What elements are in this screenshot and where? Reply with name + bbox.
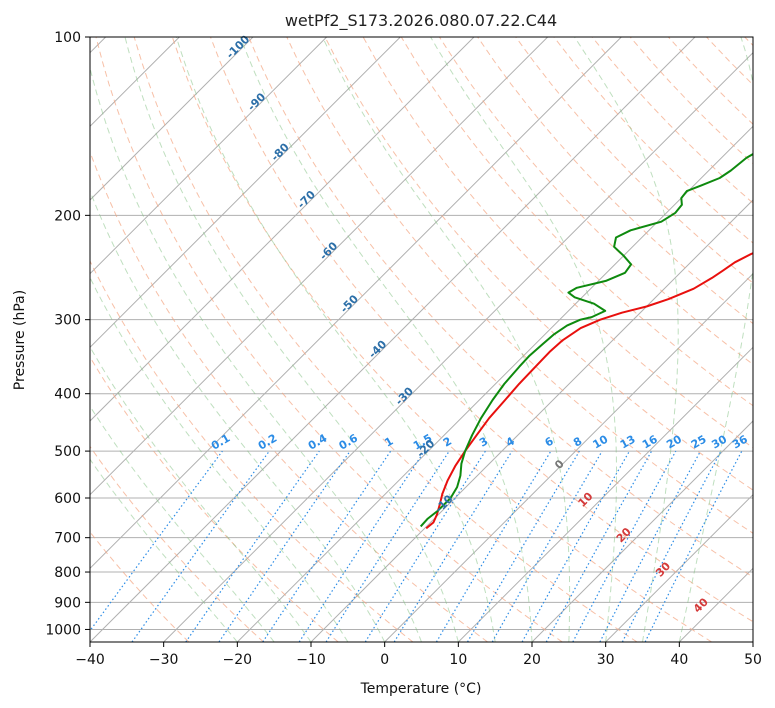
moist-adiabat: [90, 345, 312, 642]
isotherm: [531, 420, 753, 642]
y-tick-label: 100: [54, 30, 81, 46]
isotherm: [90, 37, 328, 275]
moist-adiabat: [90, 458, 238, 642]
isotherm: [384, 272, 753, 642]
moist-adiabat: [430, 37, 617, 642]
x-tick-label: 40: [670, 652, 688, 668]
y-tick-label: 800: [54, 565, 81, 581]
dry-adiabat: [248, 37, 753, 578]
isotherm: [163, 51, 753, 642]
y-tick-label: 900: [54, 595, 81, 611]
y-tick-label: 400: [54, 387, 81, 403]
dry-adiabat: [90, 356, 339, 642]
y-axis-ticks: 100 200 300 400 500 600 700 800 900 1000: [45, 30, 90, 638]
moist-adiabat: [322, 37, 571, 642]
chart-title: wetPf2_S173.2026.080.07.22.C44: [285, 11, 557, 31]
dry-adiabat: [90, 259, 414, 642]
x-axis-ticks: −40 −30 −20 −10 0 10 20 30 40 50: [75, 642, 762, 668]
x-axis-label: Temperature (°C): [360, 681, 482, 697]
x-tick-label: 50: [744, 652, 762, 668]
mixing-ratio-line: [262, 450, 392, 642]
isotherm: [236, 125, 753, 642]
x-tick-label: 30: [597, 652, 615, 668]
y-tick-label: 1000: [45, 622, 81, 638]
isotherm: [90, 37, 254, 201]
dry-adiabat: [133, 37, 638, 642]
y-tick-label: 200: [54, 208, 81, 224]
mixing-ratio-line: [90, 450, 223, 632]
moist-adiabat: [239, 37, 533, 642]
y-tick-label: 600: [54, 491, 81, 507]
mixing-ratio-line: [393, 450, 513, 642]
moist-adiabat: [90, 65, 422, 642]
series-dewpoint: [419, 152, 753, 528]
isotherm: [605, 493, 753, 642]
moist-adiabat: [678, 37, 753, 642]
dry-adiabat: [286, 37, 753, 534]
moist-adiabat: [90, 276, 349, 642]
x-tick-label: −30: [149, 652, 179, 668]
dry-adiabat: [515, 37, 753, 284]
dry-adiabat: [95, 37, 563, 642]
moist-adiabat: [574, 37, 679, 642]
x-tick-label: 20: [523, 652, 541, 668]
dry-adiabat: [171, 37, 712, 642]
x-tick-label: −10: [296, 652, 326, 668]
mixing-ratio-line: [218, 450, 351, 642]
y-tick-label: 500: [54, 444, 81, 460]
isotherm: [90, 37, 401, 349]
mixing-ratio-line: [185, 450, 320, 642]
mixing-ratio-line: [545, 450, 653, 642]
moist-adiabat: [90, 189, 386, 642]
x-tick-label: −20: [223, 652, 253, 668]
y-tick-label: 700: [54, 531, 81, 547]
series-layer: [419, 152, 753, 530]
isotherm: [90, 37, 549, 496]
moist-adiabat: [124, 37, 459, 642]
mixing-ratio-line: [131, 450, 270, 642]
mixing-ratio-line: [572, 450, 677, 642]
isotherm: [90, 37, 622, 570]
dry-adiabat: [324, 37, 753, 491]
mixing-ratio-line: [298, 450, 425, 642]
dry-adiabat: [210, 37, 753, 623]
isotherm: [457, 346, 753, 642]
mixing-ratio-line: [644, 450, 743, 642]
y-axis-label: Pressure (hPa): [12, 290, 28, 390]
plot-frame: [89, 36, 754, 643]
moist-adiabat: [90, 405, 275, 642]
x-tick-label: −40: [75, 652, 105, 668]
x-tick-label: 10: [449, 652, 467, 668]
background-lines: [90, 37, 753, 642]
y-tick-label: 300: [54, 313, 81, 329]
isotherm: [90, 37, 475, 422]
x-tick-label: 0: [380, 652, 389, 668]
dry-adiabat: [90, 445, 264, 642]
mixing-ratio-line: [325, 450, 450, 642]
mixing-ratio-line: [521, 450, 631, 642]
